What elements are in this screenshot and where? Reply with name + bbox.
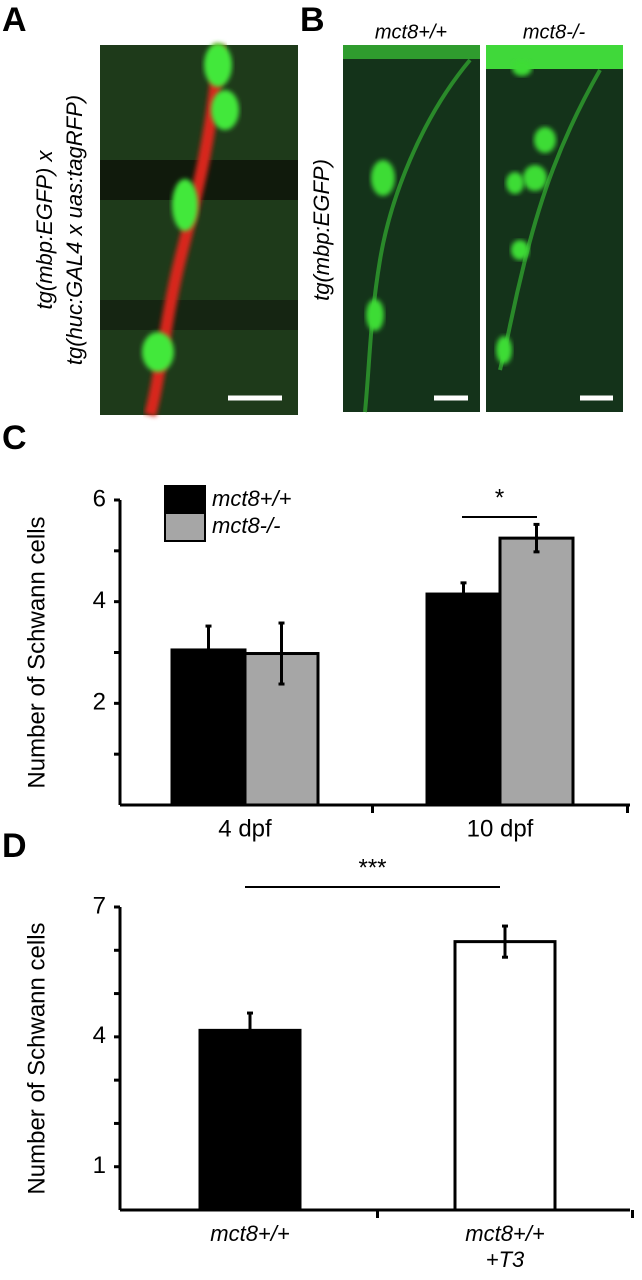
panel-label: D	[2, 827, 27, 865]
caption-a: tg(huc:GAL4 x uas:tagRFP)	[62, 95, 87, 365]
image-b2	[486, 45, 623, 412]
caption-a: tg(mbp:EGFP) x	[32, 150, 57, 310]
y-tick-label: 4	[93, 587, 106, 614]
x-tick-label: mct8+/+	[210, 1221, 290, 1246]
y-tick-label: 7	[93, 892, 106, 919]
y-axis-title: Number of Schwann cells	[23, 516, 50, 788]
legend-label: mct8+/+	[212, 486, 292, 511]
panel-label: C	[2, 419, 27, 457]
y-tick-label: 4	[93, 1022, 106, 1049]
x-tick-label: +T3	[486, 1247, 525, 1272]
x-tick-label: mct8+/+	[465, 1221, 545, 1246]
bar	[498, 536, 575, 807]
legend-swatch	[164, 485, 206, 515]
significance-label: ***	[358, 854, 386, 881]
y-tick-label: 1	[93, 1152, 106, 1179]
caption-b: tg(mbp:EGFP)	[309, 159, 334, 301]
legend-label: mct8-/-	[212, 513, 280, 538]
y-tick-label: 6	[93, 485, 106, 512]
column-label: mct8-/-	[523, 21, 586, 43]
significance-label: *	[495, 484, 504, 511]
image-b1	[343, 45, 480, 413]
image-a	[100, 43, 298, 417]
y-tick-label: 2	[93, 689, 106, 716]
panel-label: B	[300, 1, 325, 39]
column-label: mct8+/+	[375, 21, 447, 43]
x-tick-label: 4 dpf	[218, 815, 272, 842]
bar	[425, 592, 502, 807]
bar	[198, 1028, 302, 1212]
legend-swatch	[164, 512, 206, 542]
panel-label: A	[2, 1, 27, 39]
x-tick-label: 10 dpf	[467, 815, 534, 842]
y-axis-title: Number of Schwann cells	[23, 922, 50, 1194]
bar	[453, 940, 557, 1212]
